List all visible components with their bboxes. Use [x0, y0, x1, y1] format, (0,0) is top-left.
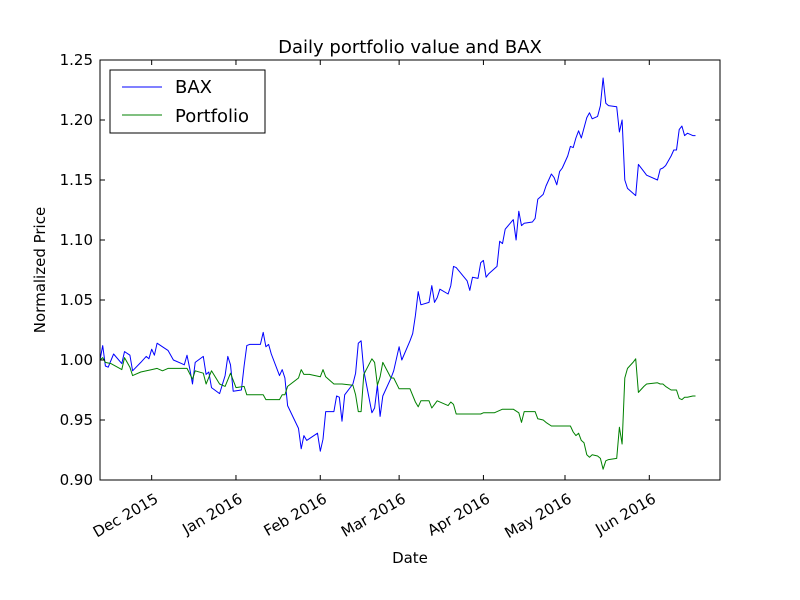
legend-box: [109, 69, 266, 134]
plot-frame: [99, 59, 721, 481]
y-tick-label: 1.05: [60, 291, 93, 309]
y-tick-label: 1.10: [60, 231, 93, 249]
series-layer: [99, 77, 696, 470]
series-line-portfolio: [99, 357, 696, 470]
y-axis-label: Normalized Price: [31, 207, 49, 333]
y-tick-label: 0.95: [60, 411, 93, 429]
x-axis-label: Date: [392, 549, 428, 567]
chart-title: Daily portfolio value and BAX: [278, 37, 542, 58]
y-tick-label: 1.20: [60, 111, 93, 129]
series-line-bax: [99, 77, 696, 452]
y-tick-label: 1.00: [60, 351, 93, 369]
legend: BAX Portfolio: [109, 69, 266, 134]
legend-label-bax: BAX: [175, 77, 212, 98]
legend-label-portfolio: Portfolio: [175, 106, 249, 127]
y-tick-label: 0.90: [60, 471, 93, 489]
y-tick-label: 1.25: [60, 51, 93, 69]
y-tick-label: 1.15: [60, 171, 93, 189]
